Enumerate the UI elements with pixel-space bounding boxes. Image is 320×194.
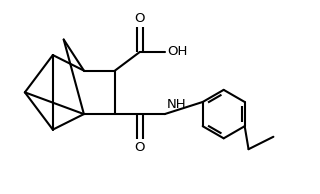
Text: NH: NH [166, 98, 186, 111]
Text: OH: OH [167, 45, 188, 58]
Text: O: O [134, 12, 145, 25]
Text: O: O [134, 141, 145, 154]
